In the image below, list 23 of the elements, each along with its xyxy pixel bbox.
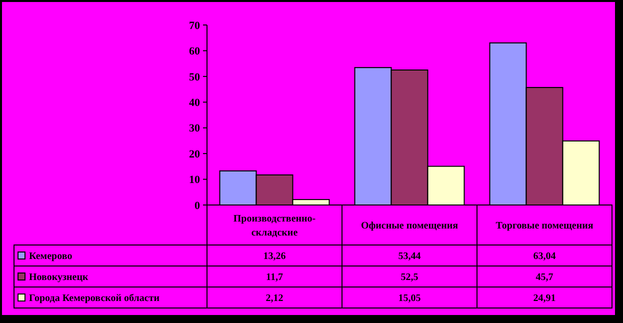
data-label: 2,12 (266, 293, 284, 304)
x-tick-label: Офисные помещения (360, 220, 459, 232)
y-tick-label: 40 (189, 96, 200, 109)
y-tick-label: 50 (189, 71, 200, 84)
data-label: 13,26 (263, 251, 286, 262)
y-tick-label: 30 (189, 122, 200, 135)
data-label: 63,04 (533, 251, 556, 262)
y-tick-label: 70 (189, 20, 200, 32)
x-tick-label: Производственно-складские (233, 214, 316, 238)
y-tick-label: 10 (189, 174, 200, 186)
data-label: 53,44 (398, 251, 421, 262)
data-label: 11,7 (266, 272, 283, 283)
data-label: 15,05 (398, 293, 421, 304)
y-tick-label: 20 (189, 148, 200, 160)
data-label: 24,91 (533, 293, 556, 304)
legend-label: Города Кемеровской области (29, 293, 160, 304)
data-label: 52,5 (400, 272, 418, 283)
x-tick-label: Торговые помещения (496, 220, 594, 232)
y-tick-label: 60 (189, 46, 200, 58)
y-tick-label: 0 (194, 200, 200, 212)
data-label: 45,7 (536, 272, 554, 283)
legend-label: Новокузнецк (29, 272, 88, 283)
legend-label: Кемерово (29, 251, 72, 262)
